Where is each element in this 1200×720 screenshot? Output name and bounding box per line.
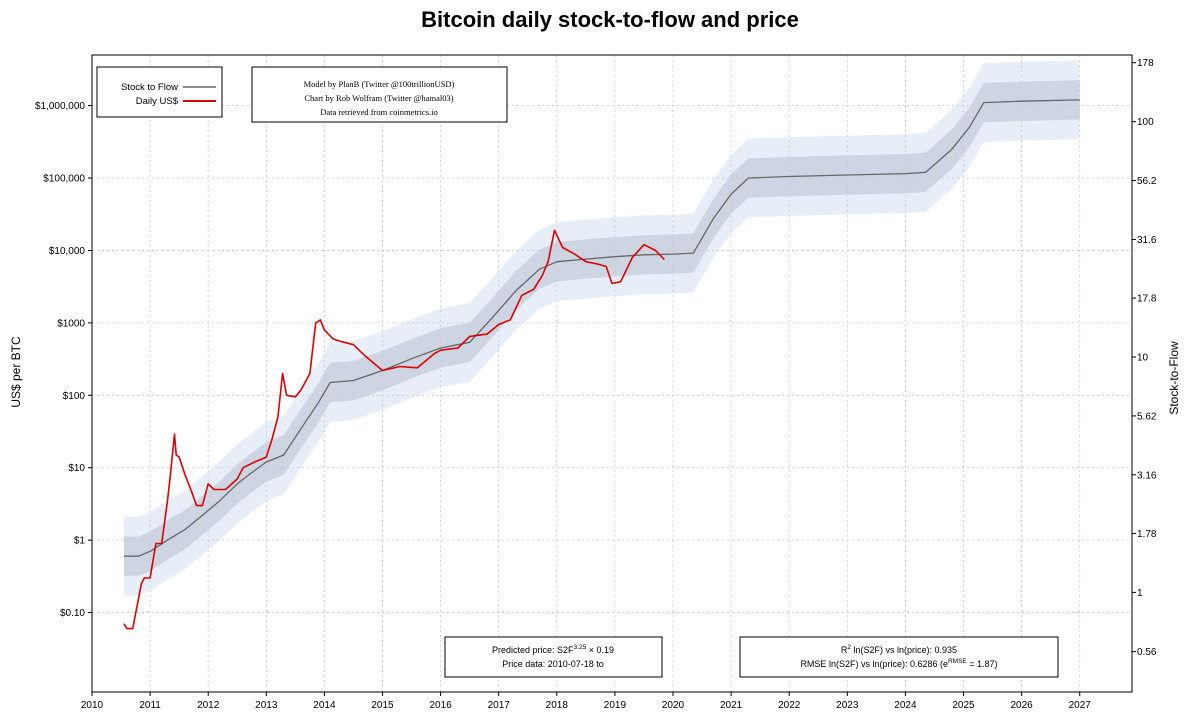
y-axis-label: US$ per BTC [9, 336, 23, 408]
credits-frame [251, 66, 508, 123]
predicted-price-prefix: Predicted price: S2F [492, 645, 574, 655]
x-tick-label: 2013 [255, 700, 278, 711]
y-tick-label: $0.10 [60, 608, 85, 619]
series-lines [123, 99, 1080, 630]
y2-tick-label: 100 [1137, 117, 1154, 128]
y2-axis-label: Stock-to-Flow [1167, 341, 1181, 415]
stock-to-flow-line [124, 99, 1080, 557]
y-tick-label: $10 [68, 463, 85, 474]
daily-price-line [123, 229, 665, 630]
predicted-price-suffix: × 0.19 [586, 645, 614, 655]
rmse-prefix: RMSE ln(S2F) vs ln(price): 0.6286 (e [800, 659, 948, 669]
x-tick-label: 2026 [1010, 700, 1033, 711]
y2-tick-label: 3.16 [1137, 470, 1157, 481]
stats-box: R2 ln(S2F) vs ln(price): 0.935 RMSE ln(S… [739, 636, 1059, 678]
y-tick-label: $100 [63, 391, 86, 402]
rmse-text: RMSE ln(S2F) vs ln(price): 0.6286 (eRMSE… [800, 658, 997, 669]
x-tick-label: 2012 [197, 700, 220, 711]
x-tick-label: 2016 [429, 700, 452, 711]
x-tick-label: 2019 [604, 700, 627, 711]
y2-tick-label: 31.6 [1137, 235, 1157, 246]
r2-exponent: 2 [847, 644, 851, 651]
r2-suffix: ln(S2F) vs ln(price): 0.935 [851, 645, 957, 655]
legend-box [96, 66, 223, 118]
x-tick-label: 2021 [720, 700, 743, 711]
y-tick-label: $1,000,000 [35, 101, 85, 112]
grid-lines [92, 55, 1132, 692]
x-tick-label: 2025 [952, 700, 975, 711]
y2-tick-label: 178 [1137, 58, 1154, 69]
r2-prefix: R [841, 645, 848, 655]
x-tick-label: 2027 [1069, 700, 1092, 711]
predicted-price-exponent: 3.25 [574, 644, 587, 651]
rmse-suffix: = 1.87) [967, 659, 998, 669]
credit-data: Data retrieved from coinmetrics.io [320, 107, 438, 117]
rmse-exponent: RMSE [948, 658, 967, 665]
stats-frame [739, 636, 1059, 678]
predicted-price-text: Predicted price: S2F3.25 × 0.19 [492, 644, 614, 655]
legend-label-price: Daily US$ [136, 96, 179, 107]
plot-area [91, 54, 1133, 693]
legend-label-s2f: Stock to Flow [121, 82, 178, 93]
chart-title: Bitcoin daily stock-to-flow and price [421, 7, 799, 32]
y-tick-label: $10,000 [49, 246, 86, 257]
legend: Stock to Flow Daily US$ [96, 66, 223, 118]
x-tick-label: 2022 [778, 700, 801, 711]
deviation-bands [124, 60, 1080, 596]
y-tick-label: $100,000 [43, 174, 85, 185]
x-tick-label: 2017 [488, 700, 511, 711]
r2-text: R2 ln(S2F) vs ln(price): 0.935 [841, 644, 957, 655]
x-tick-label: 2018 [546, 700, 569, 711]
y2-tick-label: 5.62 [1137, 411, 1157, 422]
credits-box: Model by PlanB (Twitter @100trillionUSD)… [251, 66, 508, 123]
plot-frame [91, 54, 1133, 693]
y-tick-label: $1000 [57, 318, 85, 329]
price-data-text: Price data: 2010-07-18 to [502, 659, 604, 669]
x-tick-label: 2010 [81, 700, 104, 711]
y2-tick-label: 56.2 [1137, 176, 1157, 187]
y2-tick-label: 0.56 [1137, 647, 1157, 658]
x-tick-label: 2024 [894, 700, 917, 711]
prediction-box: Predicted price: S2F3.25 × 0.19 Price da… [444, 636, 663, 678]
y2-tick-label: 10 [1137, 353, 1149, 364]
y2-tick-label: 17.8 [1137, 294, 1157, 305]
prediction-frame [444, 636, 663, 678]
x-tick-label: 2020 [662, 700, 685, 711]
y2-axis-ticks: 0.56 1 1.78 3.16 5.62 10 17.8 31.6 56.2 100 178 [1132, 58, 1157, 658]
y2-tick-label: 1 [1137, 588, 1143, 599]
x-tick-label: 2015 [371, 700, 394, 711]
x-axis-ticks: 2010 2011 2012 2013 2014 2015 2016 2017 2018 2019… [81, 692, 1091, 711]
y2-tick-label: 1.78 [1137, 529, 1157, 540]
credit-model: Model by PlanB (Twitter @100trillionUSD) [304, 79, 455, 89]
x-tick-label: 2014 [313, 700, 336, 711]
x-tick-label: 2011 [139, 700, 161, 711]
y-tick-label: $1 [74, 536, 86, 547]
credit-chart: Chart by Rob Wolfram (Twitter @hamal03) [304, 93, 453, 103]
y-axis-ticks: $0.10 $1 $10 $100 $1000 $10,000 $100,000 $1,000… [35, 101, 92, 619]
x-tick-label: 2023 [836, 700, 859, 711]
